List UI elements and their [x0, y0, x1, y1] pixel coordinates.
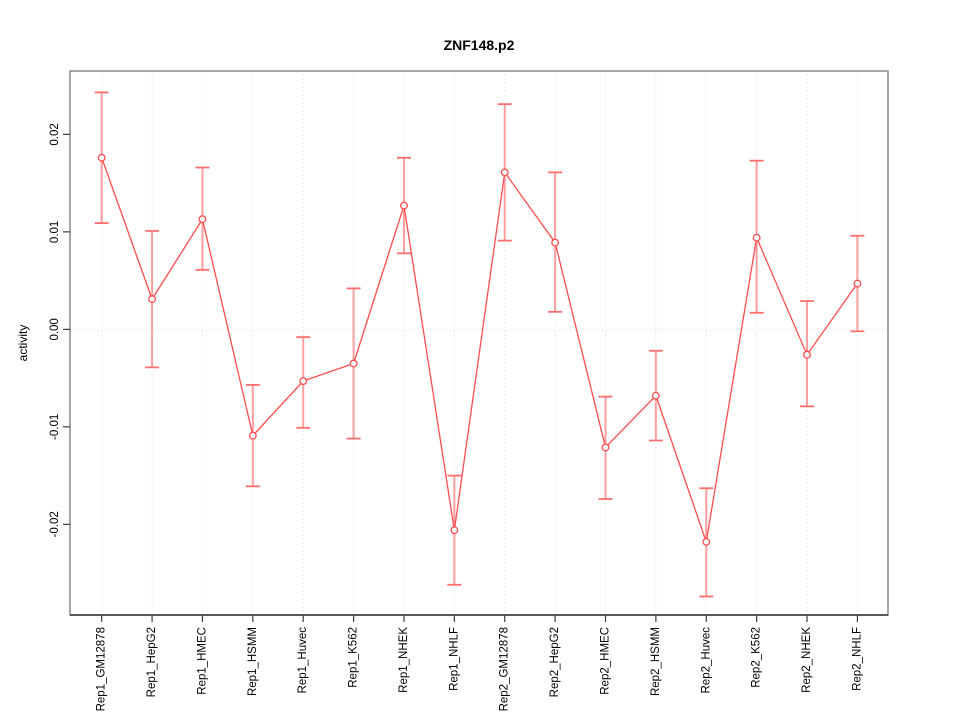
y-tick-label: 0.01 [49, 221, 61, 243]
data-line [101, 157, 858, 543]
x-tick-label: Rep2_HMEC [600, 627, 612, 695]
x-tick-label: Rep2_Huvec [700, 627, 712, 694]
x-tick-label: Rep2_NHEK [801, 627, 813, 693]
data-point-marker [450, 526, 459, 535]
x-tick-label: Rep1_GM12878 [96, 627, 108, 711]
data-point-marker [752, 233, 761, 242]
data-point-marker [853, 279, 862, 288]
data-point-marker [349, 359, 358, 368]
y-tick-label: 0.00 [49, 318, 61, 340]
x-tick-label: Rep1_HepG2 [146, 627, 158, 697]
data-point-marker [803, 350, 811, 359]
x-tick-label: Rep1_HSMM [247, 627, 259, 696]
y-tick-label: 0.02 [49, 123, 61, 145]
data-point-marker [299, 377, 308, 385]
x-tick-label: Rep1_Huvec [297, 627, 309, 694]
data-point-marker [148, 295, 157, 304]
x-tick-label: Rep2_NHLF [851, 627, 863, 691]
x-tick-label: Rep1_NHEK [398, 627, 410, 693]
data-point-marker [198, 215, 207, 224]
data-point-marker [601, 443, 610, 452]
data-point-marker [702, 537, 711, 546]
x-tick-label: Rep2_HepG2 [549, 627, 561, 697]
x-tick-label: Rep1_NHLF [448, 627, 460, 691]
data-point-marker [651, 391, 660, 400]
y-tick-label: -0.02 [49, 511, 61, 537]
data-point-marker [551, 238, 560, 247]
data-point-marker [500, 168, 509, 177]
x-tick-label: Rep2_HSMM [650, 627, 662, 696]
axis-layer: Rep1_GM12878 Rep1_HepG2 Rep1_HMEC Rep1_HSMM… [49, 70, 889, 711]
chart-title: ZNF148.p2 [444, 37, 515, 53]
data-layer [94, 91, 865, 598]
data-point-marker [248, 431, 257, 440]
data-point-marker [97, 153, 106, 162]
grid-layer [70, 71, 888, 615]
y-axis-label: activity [16, 325, 30, 362]
x-tick-label: Rep1_K562 [348, 627, 360, 688]
y-tick-label: -0.01 [49, 414, 61, 440]
x-tick-label: Rep1_HMEC [196, 627, 208, 695]
x-tick-label: Rep2_GM12878 [499, 627, 511, 711]
data-point-marker [400, 201, 408, 210]
x-tick-label: Rep2_K562 [751, 627, 763, 688]
